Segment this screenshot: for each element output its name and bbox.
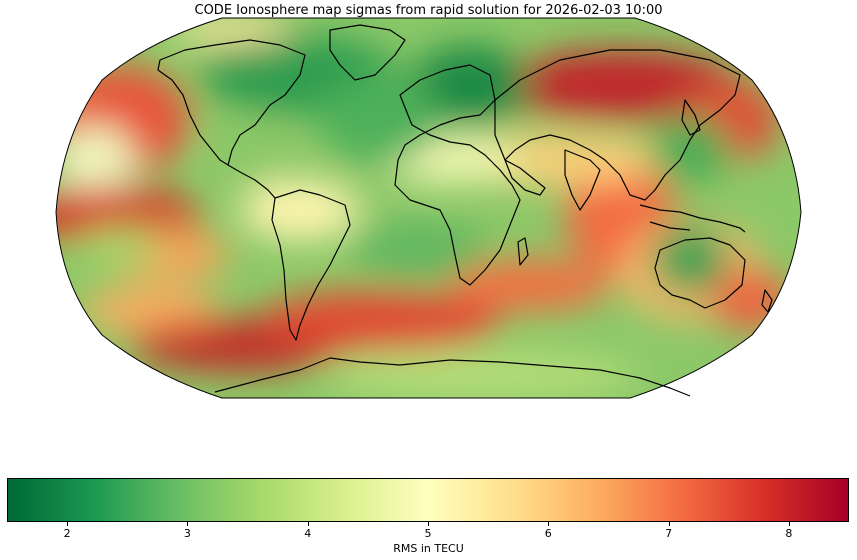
colorbar-tick-mark: [788, 522, 790, 526]
coast-arabia: [504, 159, 546, 196]
colorbar-tick-mark: [187, 522, 189, 526]
coastlines: [157, 24, 773, 397]
map-boundary: [55, 17, 802, 399]
colorbar-tick-mark: [307, 522, 309, 526]
coast-greenland: [329, 24, 406, 81]
colorbar-tick-label: 3: [183, 527, 191, 540]
coast-japan: [681, 99, 701, 136]
colorbar-tick-label: 8: [785, 527, 793, 540]
coast-india: [564, 149, 601, 211]
ionosphere-map: [55, 17, 802, 399]
coast-madagascar: [517, 237, 529, 266]
rms-field: [56, 18, 801, 398]
colorbar-label: RMS in TECU: [393, 542, 464, 555]
colorbar-tick-label: 7: [665, 527, 673, 540]
coast-asia: [494, 49, 741, 201]
coast-indonesia: [639, 204, 746, 233]
coast-south-america: [271, 189, 351, 341]
coast-australia: [654, 237, 746, 309]
coast-central-america: [227, 164, 276, 199]
colorbar-tick-mark: [428, 522, 429, 526]
colorbar-tick-mark: [668, 522, 670, 526]
colorbar: [7, 478, 849, 522]
coast-europe-africa: [394, 64, 521, 286]
coast-antarctica: [214, 357, 691, 397]
coast-north-america: [157, 39, 306, 166]
colorbar-tick-label: 2: [63, 527, 71, 540]
colorbar-tick-label: 5: [424, 527, 432, 540]
colorbar-tick-mark: [67, 522, 69, 526]
colorbar-tick-mark: [548, 522, 550, 526]
colorbar-tick-label: 4: [304, 527, 312, 540]
colorbar-tick-label: 6: [544, 527, 552, 540]
map-title: CODE Ionosphere map sigmas from rapid so…: [194, 3, 663, 18]
coast-new-zealand: [761, 289, 773, 313]
